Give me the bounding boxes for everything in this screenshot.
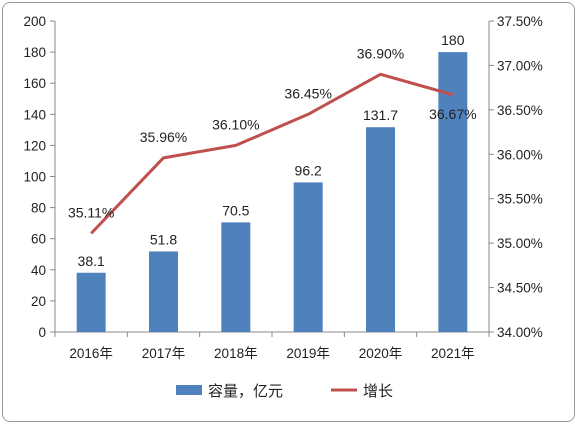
line-value-label: 36.67% [429,106,476,122]
bar [221,222,251,332]
legend: 容量，亿元 增长 [176,382,393,400]
line-value-label: 36.45% [284,85,331,101]
x-tick-label: 2017年 [142,346,186,361]
x-tick-label: 2016年 [69,346,113,361]
bar-value-label: 96.2 [295,162,322,178]
y-left-tick-label: 60 [31,232,46,247]
bar-value-label: 70.5 [222,202,249,218]
legend-line-label: 增长 [363,382,393,400]
y-right-tick-label: 36.00% [497,147,543,162]
bar [76,272,106,332]
bar-value-label: 38.1 [78,253,105,269]
line-value-label: 35.96% [140,129,187,145]
data-labels: 38.1 51.8 70.5 96.2 131.7 180 35.11% 35.96% 36.1… [68,32,477,269]
bar-value-label: 131.7 [363,107,398,123]
y-left-tick-label: 160 [23,76,46,91]
bar-value-label: 51.8 [150,231,177,247]
legend-bar-label: 容量，亿元 [208,382,283,400]
y-left-tick-label: 140 [23,107,46,122]
y-right-tick-label: 35.00% [497,236,543,251]
bar [293,182,323,332]
y-left-tick-label: 40 [31,263,46,278]
bar-value-label: 180 [441,32,465,48]
growth-line [90,72,454,235]
y-left-tick-label: 120 [23,138,46,153]
x-tick-label: 2021年 [431,346,475,361]
line-value-label: 36.90% [357,45,404,61]
y-left-tick-label: 0 [38,325,46,340]
y-right-tick-label: 37.00% [497,58,543,73]
bar [366,127,395,332]
y-left-tick-label: 200 [23,14,46,29]
bar-series [76,52,468,332]
line-value-label: 36.10% [212,116,259,132]
y-left-tick-label: 80 [31,201,46,216]
y-right-tick-label: 36.50% [497,103,543,118]
x-tick-label: 2018年 [214,346,258,361]
y-right-tick-label: 37.50% [497,14,543,29]
bar [149,251,178,332]
y-right-tick-label: 34.00% [497,325,543,340]
y-right-tick-label: 35.50% [497,192,543,207]
y-left-tick-label: 20 [31,294,46,309]
legend-bar-swatch [176,385,202,395]
y-right-tick-label: 34.50% [497,281,543,296]
x-tick-label: 2020年 [359,346,403,361]
y-left-tick-label: 180 [23,45,46,60]
bar [438,52,468,332]
line-value-label: 35.11% [68,204,114,220]
x-tick-label: 2019年 [286,346,330,361]
y-left-tick-label: 100 [23,170,46,185]
line-series [90,72,454,235]
axes: 0 20 40 60 80 100 120 140 160 180 200 34.00% 34.50% 3… [23,14,542,361]
